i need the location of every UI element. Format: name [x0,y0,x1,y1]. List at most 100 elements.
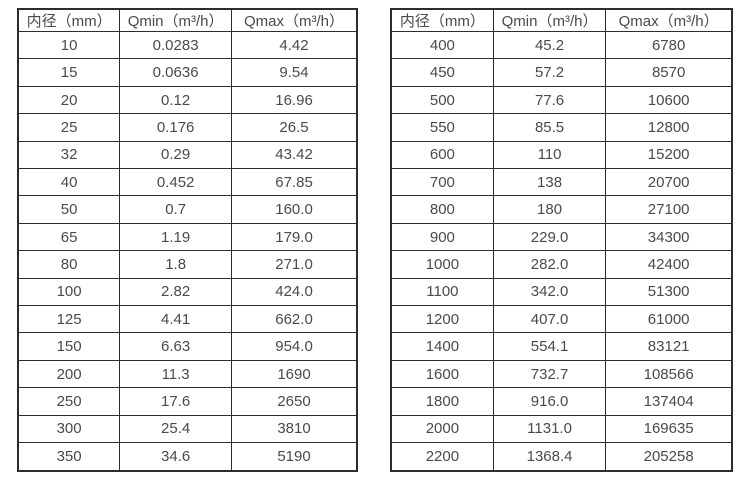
table-cell: 110 [492,140,607,170]
table-row: 100 2.82 424.0 [17,277,358,307]
table-cell: 50 [17,195,121,224]
table-cell: 1800 [390,387,494,416]
table-row: 450 57.2 8570 [390,58,733,87]
column-header: Qmax（m³/h） [605,8,733,32]
table-cell: 6.63 [119,332,233,361]
table-cell: 1.8 [119,250,233,279]
column-header: 内径（mm） [17,8,121,32]
table-cell: 732.7 [492,359,607,389]
table-row: 1000 282.0 42400 [390,250,733,279]
table-cell: 150 [17,332,121,361]
table-cell: 250 [17,387,121,416]
table-cell: 0.12 [119,85,233,115]
table-cell: 8570 [605,58,733,87]
table-row: 1200 407.0 61000 [390,305,733,334]
large-diameter-flow-table: 内径（mm） Qmin（m³/h） Qmax（m³/h） 400 45.2 6780 450… [390,8,733,472]
table-cell: 450 [390,58,494,87]
table-row: 700 138 20700 [390,168,733,197]
table-cell: 34300 [605,222,733,252]
table-row: 2200 1368.4 205258 [390,442,733,472]
table-row: 50 0.7 160.0 [17,195,358,224]
table-row: 20 0.12 16.96 [17,85,358,115]
table-cell: 12800 [605,113,733,142]
table-cell: 34.6 [119,442,233,472]
table-cell: 1600 [390,359,494,389]
table-cell: 25.4 [119,414,233,444]
table-cell: 4.42 [231,30,358,60]
table-cell: 67.85 [231,168,358,197]
table-cell: 137404 [605,387,733,416]
table-cell: 16.96 [231,85,358,115]
table-row: 15 0.0636 9.54 [17,58,358,87]
table-cell: 10600 [605,85,733,115]
table-cell: 2200 [390,442,494,472]
small-diameter-flow-table: 内径（mm） Qmin（m³/h） Qmax（m³/h） 10 0.0283 4.42 15… [17,8,358,472]
table-row: 600 110 15200 [390,140,733,170]
table-cell: 2000 [390,414,494,444]
table-cell: 65 [17,222,121,252]
table-row: 40 0.452 67.85 [17,168,358,197]
table-cell: 45.2 [492,30,607,60]
table-cell: 169635 [605,414,733,444]
table-cell: 550 [390,113,494,142]
table-cell: 10 [17,30,121,60]
table-cell: 407.0 [492,305,607,334]
table-row: 1400 554.1 83121 [390,332,733,361]
table-cell: 77.6 [492,85,607,115]
column-header: Qmin（m³/h） [119,8,233,32]
table-cell: 271.0 [231,250,358,279]
header-row: 内径（mm） Qmin（m³/h） Qmax（m³/h） [390,8,733,32]
table-cell: 9.54 [231,58,358,87]
table-row: 800 180 27100 [390,195,733,224]
table-cell: 179.0 [231,222,358,252]
table-cell: 3810 [231,414,358,444]
table-cell: 300 [17,414,121,444]
table-cell: 0.0283 [119,30,233,60]
table-cell: 17.6 [119,387,233,416]
table-cell: 15200 [605,140,733,170]
table-cell: 1100 [390,277,494,307]
table-row: 550 85.5 12800 [390,113,733,142]
table-cell: 500 [390,85,494,115]
table-cell: 20700 [605,168,733,197]
table-cell: 20 [17,85,121,115]
table-cell: 27100 [605,195,733,224]
table-cell: 205258 [605,442,733,472]
table-cell: 1131.0 [492,414,607,444]
table-cell: 83121 [605,332,733,361]
table-cell: 15 [17,58,121,87]
table-cell: 26.5 [231,113,358,142]
table-cell: 4.41 [119,305,233,334]
table-cell: 916.0 [492,387,607,416]
table-cell: 600 [390,140,494,170]
table-cell: 61000 [605,305,733,334]
table-cell: 108566 [605,359,733,389]
table-row: 25 0.176 26.5 [17,113,358,142]
table-cell: 954.0 [231,332,358,361]
table-row: 400 45.2 6780 [390,30,733,60]
table-row: 1800 916.0 137404 [390,387,733,416]
table-row: 80 1.8 271.0 [17,250,358,279]
table-cell: 900 [390,222,494,252]
table-cell: 0.452 [119,168,233,197]
table-row: 65 1.19 179.0 [17,222,358,252]
table-cell: 554.1 [492,332,607,361]
table-cell: 700 [390,168,494,197]
table-cell: 350 [17,442,121,472]
table-row: 300 25.4 3810 [17,414,358,444]
table-cell: 1.19 [119,222,233,252]
table-cell: 42400 [605,250,733,279]
table-cell: 400 [390,30,494,60]
table-cell: 1000 [390,250,494,279]
table-cell: 25 [17,113,121,142]
table-cell: 2650 [231,387,358,416]
table-cell: 85.5 [492,113,607,142]
table-cell: 662.0 [231,305,358,334]
table-cell: 51300 [605,277,733,307]
column-header: Qmax（m³/h） [231,8,358,32]
table-cell: 282.0 [492,250,607,279]
table-cell: 0.7 [119,195,233,224]
table-cell: 229.0 [492,222,607,252]
table-cell: 0.176 [119,113,233,142]
table-cell: 11.3 [119,359,233,389]
